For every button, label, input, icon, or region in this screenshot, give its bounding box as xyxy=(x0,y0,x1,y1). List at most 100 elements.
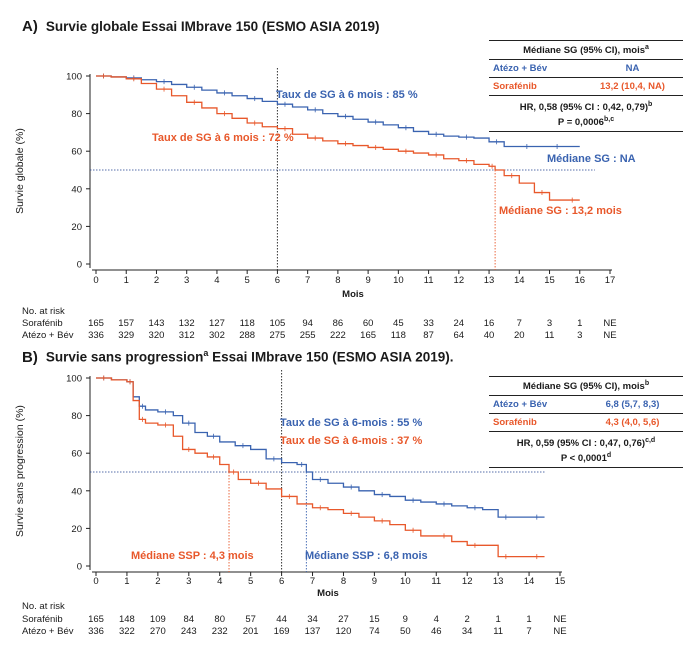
annotation-atezo-rate: Taux de SG à 6 mois : 85 % xyxy=(276,89,418,101)
risk-count: 312 xyxy=(178,330,195,341)
risk-count: NE xyxy=(553,626,567,637)
panel-letter: A) xyxy=(22,18,38,35)
risk-count: 105 xyxy=(269,318,286,329)
risk-count: NE xyxy=(603,318,617,329)
risk-count: 222 xyxy=(329,330,346,341)
risk-label-sorafenib: Sorafénib xyxy=(22,318,63,329)
risk-count: 148 xyxy=(118,614,135,625)
risk-count: 86 xyxy=(332,318,344,329)
risk-count: 132 xyxy=(178,318,195,329)
stats-row-atezo: Atézo + Bév NA xyxy=(489,60,683,79)
risk-count: 11 xyxy=(544,330,555,341)
risk-label-sorafenib: Sorafénib xyxy=(22,614,63,625)
y-tick-label: 20 xyxy=(71,524,82,535)
risk-count: 288 xyxy=(239,330,256,341)
survival-curve xyxy=(96,75,580,148)
risk-count: 16 xyxy=(483,318,495,329)
risk-count: 24 xyxy=(453,318,465,329)
risk-count: 40 xyxy=(483,330,495,341)
x-tick-label: 1 xyxy=(124,576,129,587)
risk-count: 143 xyxy=(148,318,165,329)
annotation-atezo-rate: Taux de SG à 6-mois : 55 % xyxy=(280,417,422,429)
y-tick-label: 100 xyxy=(66,374,82,385)
risk-header: No. at risk xyxy=(22,306,65,317)
y-tick-label: 60 xyxy=(71,147,82,158)
risk-count: 336 xyxy=(88,626,104,637)
annotation-atezo-median: Médiane SSP : 6,8 mois xyxy=(305,550,428,562)
x-tick-label: 4 xyxy=(217,576,222,587)
risk-count: 44 xyxy=(276,614,287,625)
risk-count: 329 xyxy=(118,330,135,341)
risk-count: 3 xyxy=(546,318,553,329)
risk-count: 232 xyxy=(211,626,228,637)
x-tick-label: 5 xyxy=(245,275,250,286)
y-tick-label: 40 xyxy=(71,184,82,195)
hazard-ratio: HR, 0,59 (95% CI : 0,47, 0,76)c,d P < 0,… xyxy=(516,437,656,465)
risk-count: 80 xyxy=(214,614,225,625)
risk-label-atezo: Atézo + Bév xyxy=(22,626,74,637)
y-tick-label: 0 xyxy=(77,562,82,573)
risk-count: 1 xyxy=(577,318,583,329)
risk-count: 64 xyxy=(453,330,465,341)
x-tick-label: 0 xyxy=(93,576,98,587)
risk-count: 127 xyxy=(209,318,225,329)
x-tick-label: 9 xyxy=(365,275,370,286)
risk-count: 118 xyxy=(239,318,255,329)
stats-row-atezo: Atézo + Bév 6,8 (5,7, 8,3) xyxy=(489,396,683,415)
panel-title: B) Survie sans progressiona Essai IMbrave… xyxy=(22,348,454,366)
risk-count: 275 xyxy=(269,330,286,341)
panel-progression-free-survival: B) Survie sans progressiona Essai IMbrave… xyxy=(0,345,700,655)
risk-count: 165 xyxy=(88,614,104,625)
stats-row-sorafenib: Sorafénib 13,2 (10,4, NA) xyxy=(489,78,683,97)
stats-row-sorafenib: Sorafénib 4,3 (4,0, 5,6) xyxy=(489,414,683,433)
panel-title-text: Survie sans progression xyxy=(45,349,204,365)
panel-title-text: Survie globale Essai IMbrave 150 (ESMO A… xyxy=(45,19,380,34)
risk-count: 74 xyxy=(369,626,380,637)
stats-box: Médiane SG (95% CI), moisb Atézo + Bév 6,… xyxy=(489,376,683,469)
survival-curve xyxy=(96,377,545,518)
x-tick-label: 3 xyxy=(186,576,191,587)
risk-count: 50 xyxy=(400,626,411,637)
x-tick-label: 1 xyxy=(124,275,129,286)
risk-count: 45 xyxy=(393,318,404,329)
risk-count: 243 xyxy=(180,626,197,637)
x-tick-label: 8 xyxy=(341,576,346,587)
risk-count: 7 xyxy=(526,626,532,637)
x-tick-label: 15 xyxy=(544,275,555,286)
y-tick-label: 80 xyxy=(71,109,82,120)
risk-count: 7 xyxy=(516,318,522,329)
risk-count: 201 xyxy=(242,626,259,637)
survival-curve xyxy=(96,377,545,558)
x-tick-label: 2 xyxy=(155,576,160,587)
risk-count: 169 xyxy=(273,626,290,637)
panel-letter: B) xyxy=(22,348,38,366)
annotation-sora-median: Médiane SG : 13,2 mois xyxy=(499,205,622,217)
x-tick-label: 12 xyxy=(462,576,473,587)
x-tick-label: 17 xyxy=(605,275,616,286)
x-tick-label: 6 xyxy=(279,576,284,587)
risk-count: 3 xyxy=(577,330,583,341)
x-tick-label: 7 xyxy=(310,576,315,587)
x-tick-label: 11 xyxy=(431,576,441,587)
y-tick-label: 0 xyxy=(77,260,82,271)
risk-count: 33 xyxy=(423,318,434,329)
y-tick-label: 60 xyxy=(71,449,82,460)
risk-count: 57 xyxy=(245,614,256,625)
y-tick-label: 40 xyxy=(71,486,82,497)
risk-count: 2 xyxy=(464,614,470,625)
risk-count: 336 xyxy=(88,330,104,341)
risk-count: 34 xyxy=(461,626,473,637)
x-tick-label: 12 xyxy=(454,275,465,286)
risk-count: NE xyxy=(553,614,567,625)
x-tick-label: 2 xyxy=(154,275,159,286)
risk-count: 255 xyxy=(299,330,316,341)
stats-header: Médiane SG (95% CI), moisa xyxy=(489,41,683,61)
risk-count: 109 xyxy=(149,614,166,625)
risk-count: 34 xyxy=(307,614,318,625)
x-tick-label: 16 xyxy=(574,275,585,286)
x-axis-title: Mois xyxy=(317,588,339,599)
risk-count: 1 xyxy=(495,614,501,625)
stats-box: Médiane SG (95% CI), moisa Atézo + Bév NA… xyxy=(489,40,683,133)
